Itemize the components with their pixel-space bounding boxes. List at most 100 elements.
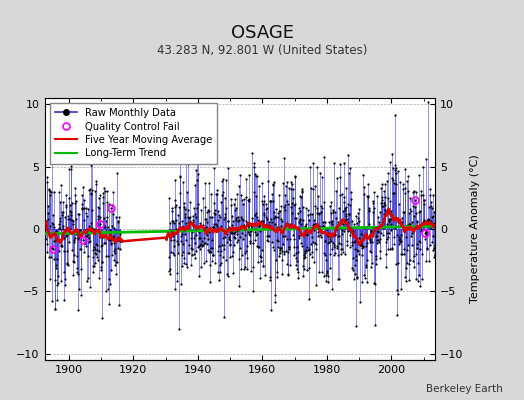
Point	[416, 208, 424, 214]
Point	[349, 254, 357, 261]
Point	[360, 191, 368, 198]
Point	[416, 238, 424, 245]
Point	[430, 220, 438, 226]
Point	[245, 231, 253, 237]
Point	[388, 246, 396, 252]
Point	[165, 268, 173, 275]
Point	[224, 164, 232, 171]
Point	[42, 241, 51, 247]
Point	[177, 238, 185, 245]
Point	[203, 232, 211, 238]
Point	[71, 192, 79, 198]
Point	[257, 254, 265, 260]
Point	[282, 221, 290, 228]
Point	[92, 178, 100, 184]
Point	[300, 252, 309, 258]
Point	[322, 270, 331, 276]
Point	[179, 249, 188, 255]
Point	[329, 221, 337, 227]
Point	[107, 202, 116, 208]
Point	[323, 226, 331, 233]
Point	[333, 226, 341, 232]
Point	[412, 189, 421, 195]
Point	[68, 217, 76, 223]
Point	[379, 202, 387, 209]
Point	[247, 223, 255, 229]
Point	[341, 207, 349, 214]
Point	[263, 205, 271, 211]
Point	[166, 220, 174, 226]
Point	[61, 282, 69, 288]
Point	[301, 223, 309, 229]
Point	[273, 237, 281, 243]
Point	[355, 251, 364, 258]
Point	[87, 191, 95, 197]
Point	[44, 216, 52, 222]
Point	[370, 227, 379, 234]
Point	[215, 277, 224, 284]
Point	[56, 199, 64, 206]
Point	[392, 260, 400, 267]
Point	[364, 181, 372, 188]
Point	[411, 196, 419, 203]
Point	[188, 246, 196, 252]
Point	[206, 249, 215, 255]
Point	[405, 277, 413, 283]
Point	[67, 166, 75, 172]
Point	[392, 232, 401, 238]
Point	[397, 286, 405, 292]
Point	[367, 227, 375, 234]
Point	[218, 178, 226, 184]
Point	[239, 217, 247, 223]
Point	[347, 218, 356, 224]
Point	[421, 236, 429, 242]
Point	[316, 227, 324, 234]
Point	[206, 248, 214, 254]
Point	[243, 255, 252, 261]
Point	[220, 314, 228, 320]
Point	[406, 206, 414, 213]
Point	[58, 208, 67, 215]
Point	[278, 257, 286, 263]
Point	[168, 205, 177, 211]
Point	[182, 261, 190, 267]
Point	[97, 259, 106, 265]
Point	[351, 262, 359, 268]
Point	[391, 170, 400, 176]
Point	[389, 190, 398, 196]
Point	[92, 241, 101, 248]
Point	[342, 185, 350, 192]
Point	[267, 198, 275, 204]
Point	[245, 228, 254, 235]
Point	[376, 229, 385, 236]
Point	[195, 273, 203, 279]
Point	[304, 265, 313, 271]
Point	[203, 241, 211, 248]
Point	[336, 161, 344, 168]
Point	[260, 210, 268, 216]
Point	[254, 244, 262, 250]
Point	[248, 150, 257, 156]
Point	[46, 188, 54, 195]
Point	[226, 254, 234, 260]
Point	[73, 230, 82, 236]
Point	[244, 197, 253, 204]
Point	[372, 255, 380, 262]
Point	[254, 216, 263, 223]
Point	[343, 238, 352, 244]
Point	[70, 237, 79, 243]
Point	[399, 209, 408, 215]
Point	[66, 202, 74, 208]
Point	[225, 224, 233, 230]
Point	[323, 268, 332, 274]
Point	[298, 243, 306, 250]
Point	[251, 171, 259, 177]
Point	[413, 277, 422, 284]
Point	[430, 241, 439, 248]
Point	[263, 216, 271, 222]
Point	[68, 247, 77, 253]
Point	[276, 244, 284, 251]
Point	[417, 228, 425, 234]
Point	[286, 225, 294, 231]
Point	[368, 239, 376, 246]
